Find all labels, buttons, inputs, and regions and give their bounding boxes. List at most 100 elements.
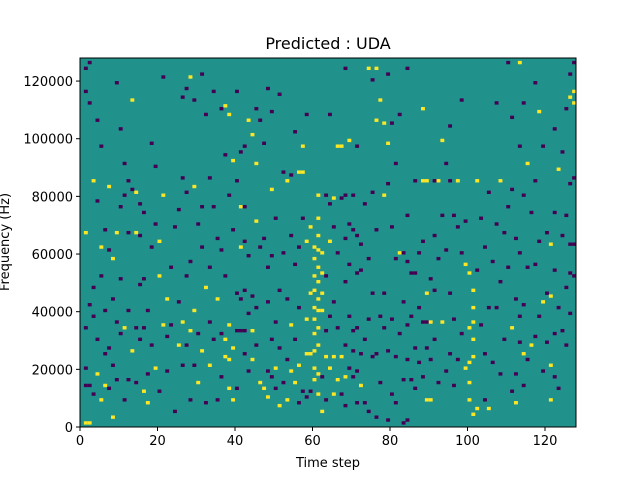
heatmap-cell-low: [266, 265, 270, 269]
heatmap-cell-low: [455, 225, 460, 229]
heatmap-cell-low: [397, 112, 402, 117]
heatmap-cell-low: [277, 288, 282, 293]
heatmap-cell-low: [370, 354, 375, 359]
heatmap-cell-low: [273, 216, 278, 220]
heatmap-cell-low: [382, 291, 387, 295]
heatmap-cell-low: [83, 383, 88, 388]
heatmap-cell-high: [273, 366, 278, 370]
heatmap-cell-low: [486, 190, 491, 194]
heatmap-cell-low: [122, 161, 127, 166]
y-tick-label: 20000: [32, 363, 73, 378]
heatmap-cell-low: [285, 357, 290, 362]
heatmap-cell-low: [254, 107, 259, 111]
heatmap-cell-low: [417, 360, 422, 365]
heatmap-cell-low: [502, 337, 507, 342]
heatmap-cell-low: [266, 369, 270, 373]
heatmap-cell-low: [405, 213, 410, 218]
heatmap-cell-high: [111, 256, 115, 261]
heatmap-cell-high: [258, 380, 263, 385]
heatmap-cell-low: [324, 274, 329, 278]
heatmap-cell-low: [134, 326, 139, 330]
heatmap-cell-high: [335, 144, 340, 148]
heatmap-cell-high: [262, 386, 267, 391]
heatmap-cell-low: [145, 372, 150, 376]
heatmap-cell-low: [362, 337, 367, 342]
x-tick-label: 60: [304, 434, 321, 449]
heatmap-cell-low: [273, 320, 278, 324]
heatmap-cell-low: [448, 179, 453, 183]
heatmap-cell-high: [316, 248, 321, 252]
heatmap-cell-low: [545, 340, 549, 344]
heatmap-cell-low: [413, 271, 418, 275]
y-tick-label: 40000: [32, 306, 73, 321]
heatmap-cell-low: [83, 326, 88, 330]
heatmap-cell-low: [335, 251, 340, 255]
heatmap-cell-high: [312, 349, 317, 353]
heatmap-cell-high: [339, 354, 344, 359]
heatmap-cell-low: [328, 314, 332, 318]
heatmap-cell-low: [517, 144, 522, 148]
heatmap-cell-low: [258, 245, 263, 249]
heatmap-cell-low: [91, 392, 96, 396]
heatmap-cell-low: [91, 285, 96, 290]
heatmap-cell-low: [436, 380, 441, 385]
heatmap-cell-low: [564, 285, 569, 290]
heatmap-cell-high: [297, 363, 301, 367]
x-axis-label: Time step: [295, 456, 360, 471]
heatmap-cell-high: [231, 398, 236, 402]
heatmap-cell-high: [223, 337, 228, 342]
heatmap-cell-low: [483, 352, 487, 356]
heatmap-cell-low: [138, 202, 143, 206]
heatmap-cell-low: [87, 101, 92, 105]
heatmap-cell-low: [390, 317, 394, 321]
heatmap-cell-low: [180, 176, 185, 180]
heatmap-cell-high: [114, 230, 119, 235]
heatmap-cell-low: [99, 274, 104, 278]
heatmap-cell-low: [510, 115, 515, 120]
heatmap-cell-high: [440, 320, 445, 324]
heatmap-cell-low: [184, 343, 189, 347]
heatmap-cell-high: [471, 305, 476, 310]
heatmap-cell-high: [463, 366, 468, 370]
heatmap-cell-high: [386, 141, 391, 145]
heatmap-cell-low: [266, 300, 270, 304]
heatmap-cell-low: [428, 277, 433, 281]
heatmap-cell-high: [107, 184, 112, 189]
heatmap-cell-low: [556, 386, 561, 391]
heatmap-cell-low: [568, 72, 573, 76]
heatmap-cell-low: [355, 326, 360, 330]
heatmap-cell-low: [269, 337, 274, 342]
heatmap-cell-low: [207, 265, 212, 269]
heatmap-cell-low: [107, 346, 112, 350]
heatmap-cell-low: [238, 150, 243, 154]
heatmap-cell-low: [374, 228, 379, 232]
heatmap-cell-high: [231, 346, 236, 350]
heatmap-cell-high: [324, 354, 329, 359]
heatmap-cell-high: [312, 305, 317, 310]
heatmap-cell-low: [517, 251, 522, 255]
heatmap-cell-low: [242, 352, 247, 356]
heatmap-cell-low: [514, 297, 518, 301]
heatmap-cell-low: [138, 233, 143, 238]
heatmap-cell-low: [107, 386, 112, 391]
heatmap-cell-high: [293, 380, 298, 385]
heatmap-cell-low: [211, 89, 216, 94]
heatmap-cell-low: [142, 326, 146, 330]
heatmap-cell-high: [250, 132, 255, 137]
heatmap-cell-low: [211, 337, 216, 342]
heatmap-cell-low: [564, 213, 569, 218]
heatmap-cell-low: [246, 311, 251, 316]
heatmap-cell-high: [269, 187, 274, 192]
heatmap-cell-low: [328, 202, 332, 206]
heatmap-cell-low: [153, 222, 158, 226]
heatmap-cell-high: [95, 372, 100, 376]
heatmap-cell-high: [204, 285, 208, 290]
heatmap-cell-low: [490, 360, 495, 365]
heatmap-cell-high: [548, 294, 553, 298]
heatmap-cell-low: [242, 288, 247, 293]
heatmap-cell-high: [467, 271, 472, 275]
heatmap-cell-low: [83, 66, 88, 71]
heatmap-cell-high: [254, 219, 259, 223]
heatmap-cell-low: [219, 375, 224, 379]
heatmap-cell-low: [355, 233, 360, 238]
